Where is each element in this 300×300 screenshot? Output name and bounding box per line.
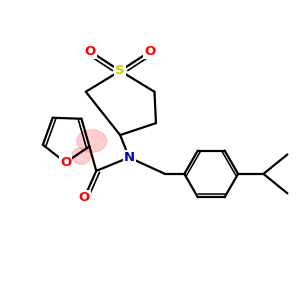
Text: S: S xyxy=(115,64,125,77)
Ellipse shape xyxy=(72,148,91,164)
Text: O: O xyxy=(60,156,71,169)
Text: O: O xyxy=(144,45,156,58)
Text: O: O xyxy=(79,191,90,204)
Text: N: N xyxy=(124,151,135,164)
Text: O: O xyxy=(85,45,96,58)
Ellipse shape xyxy=(77,130,107,152)
